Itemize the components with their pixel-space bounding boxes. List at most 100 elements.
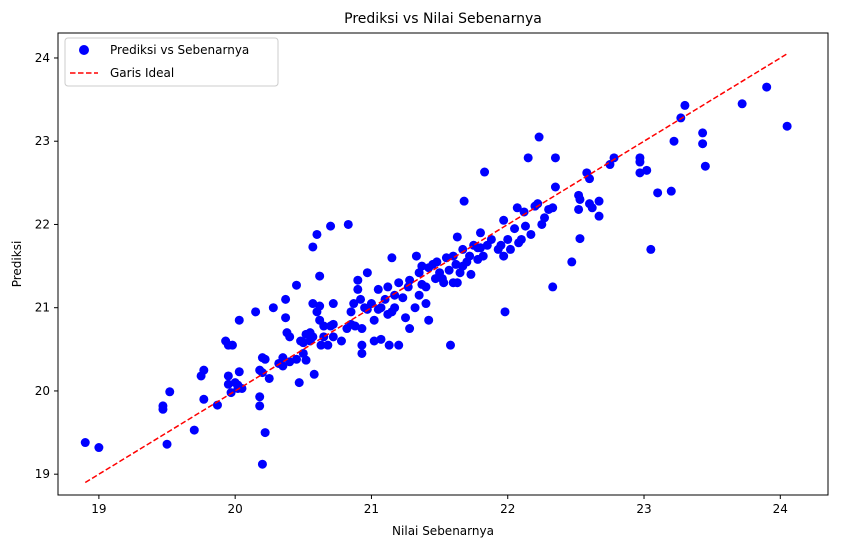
data-point: [343, 219, 353, 229]
data-point: [452, 278, 462, 288]
data-point: [260, 428, 270, 438]
data-point: [346, 307, 356, 317]
data-point: [308, 332, 318, 342]
data-point: [292, 280, 301, 290]
data-point: [223, 371, 233, 381]
data-point: [421, 282, 431, 292]
legend: Prediksi vs Sebenarnya Garis Ideal: [64, 37, 279, 87]
data-point: [452, 232, 462, 242]
data-point: [548, 203, 558, 213]
data-point: [782, 121, 792, 131]
data-point: [384, 340, 394, 350]
data-point: [432, 257, 442, 267]
data-point: [737, 99, 747, 109]
data-point: [439, 278, 449, 288]
data-point: [540, 213, 550, 223]
x-tick-label: 19: [91, 502, 106, 516]
data-point: [575, 234, 585, 244]
data-point: [319, 321, 329, 331]
data-point: [526, 229, 536, 239]
data-point: [394, 340, 404, 350]
x-tick-label: 21: [364, 502, 379, 516]
data-point: [80, 438, 90, 448]
data-point: [357, 324, 367, 334]
data-point: [762, 82, 772, 92]
data-point: [496, 240, 506, 250]
data-point: [669, 136, 679, 146]
data-point: [350, 321, 360, 331]
data-point: [349, 299, 359, 309]
data-point: [199, 394, 209, 404]
data-point: [366, 299, 376, 309]
data-point: [533, 199, 543, 209]
x-tick-label: 23: [636, 502, 651, 516]
data-point: [357, 348, 367, 358]
data-point: [294, 378, 304, 388]
data-point: [162, 439, 172, 449]
data-point: [405, 324, 415, 334]
data-point: [251, 307, 261, 317]
data-point: [478, 251, 488, 261]
data-point: [281, 313, 291, 323]
x-tick-label: 20: [228, 502, 243, 516]
legend-box: [64, 37, 279, 87]
data-point: [499, 215, 509, 225]
data-point: [698, 139, 708, 149]
x-tick-label: 22: [500, 502, 515, 516]
data-point: [323, 340, 333, 350]
y-tick-label: 21: [35, 301, 50, 315]
data-point: [414, 290, 424, 300]
data-point: [642, 165, 652, 175]
data-point: [410, 303, 420, 313]
data-point: [666, 186, 676, 196]
data-point: [376, 303, 386, 313]
data-point: [398, 293, 408, 303]
plot-frame: [57, 32, 829, 496]
y-tick-label: 24: [35, 51, 50, 65]
y-axis: 19 20 21 22 23 24: [35, 51, 58, 481]
data-point: [505, 244, 515, 254]
data-point: [567, 257, 577, 267]
data-point: [523, 153, 533, 163]
data-point: [234, 315, 244, 325]
x-axis-label: Nilai Sebenarnya: [392, 524, 494, 538]
data-point: [285, 332, 295, 342]
data-point: [234, 367, 244, 377]
data-point: [328, 319, 338, 329]
data-point: [301, 355, 311, 365]
data-point: [698, 128, 708, 138]
data-point: [575, 194, 585, 204]
y-tick-label: 19: [35, 467, 50, 481]
data-point: [383, 282, 393, 292]
data-point: [594, 196, 604, 206]
data-point: [411, 251, 421, 261]
data-point: [500, 307, 510, 317]
data-point: [158, 404, 168, 414]
data-point: [550, 153, 560, 163]
legend-marker-scatter: [79, 45, 89, 55]
data-point: [380, 294, 390, 304]
data-point: [356, 294, 366, 304]
data-point: [444, 265, 454, 275]
data-point: [466, 269, 476, 279]
data-point: [227, 340, 237, 350]
data-point: [465, 251, 475, 261]
data-point: [353, 275, 363, 285]
data-point: [475, 228, 485, 238]
data-point: [594, 211, 604, 221]
data-point: [353, 284, 363, 294]
data-point: [264, 373, 274, 383]
data-point: [510, 224, 520, 234]
data-point: [585, 174, 594, 184]
data-point: [281, 294, 291, 304]
data-point: [369, 315, 379, 325]
data-point: [605, 160, 615, 170]
data-point: [700, 161, 710, 171]
data-point: [486, 234, 496, 244]
data-point: [519, 207, 529, 217]
data-point: [257, 459, 267, 469]
data-point: [548, 282, 558, 292]
data-point: [405, 275, 415, 285]
data-point: [653, 188, 663, 198]
